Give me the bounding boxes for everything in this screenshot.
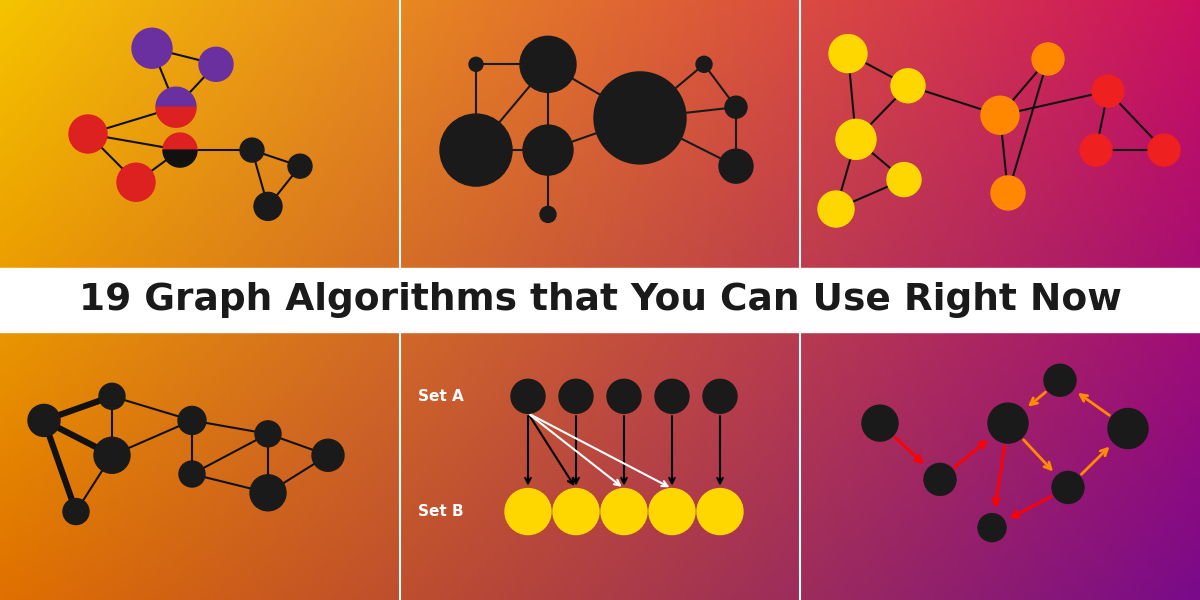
Polygon shape: [163, 133, 197, 150]
Bar: [0, 268, 1200, 332]
Circle shape: [1092, 75, 1124, 107]
Circle shape: [696, 56, 712, 73]
Polygon shape: [156, 87, 196, 107]
Circle shape: [240, 138, 264, 162]
Circle shape: [288, 154, 312, 178]
Circle shape: [559, 379, 593, 413]
Circle shape: [719, 149, 754, 183]
Polygon shape: [163, 150, 197, 167]
Circle shape: [829, 35, 866, 73]
Circle shape: [978, 514, 1006, 542]
Circle shape: [178, 406, 206, 434]
Circle shape: [703, 379, 737, 413]
Circle shape: [890, 69, 925, 103]
Circle shape: [1044, 364, 1076, 396]
Circle shape: [924, 463, 956, 496]
Circle shape: [505, 488, 551, 535]
Circle shape: [649, 488, 695, 535]
Polygon shape: [156, 107, 196, 127]
Text: 19 Graph Algorithms that You Can Use Right Now: 19 Graph Algorithms that You Can Use Rig…: [78, 282, 1122, 318]
Circle shape: [118, 163, 155, 201]
Circle shape: [655, 379, 689, 413]
Circle shape: [98, 383, 125, 409]
Text: Set B: Set B: [419, 504, 464, 519]
Circle shape: [469, 58, 482, 71]
Circle shape: [64, 499, 89, 524]
Circle shape: [862, 405, 898, 441]
Circle shape: [725, 96, 746, 118]
Circle shape: [256, 421, 281, 447]
Circle shape: [520, 37, 576, 92]
Circle shape: [1052, 472, 1084, 503]
Circle shape: [28, 404, 60, 436]
Circle shape: [199, 47, 233, 82]
Circle shape: [250, 475, 286, 511]
Text: Set A: Set A: [419, 389, 464, 404]
Circle shape: [1148, 134, 1180, 166]
Circle shape: [523, 125, 574, 175]
Circle shape: [511, 379, 545, 413]
Circle shape: [601, 488, 647, 535]
Circle shape: [1032, 43, 1064, 75]
Circle shape: [818, 191, 854, 227]
Circle shape: [594, 72, 686, 164]
Circle shape: [540, 206, 556, 223]
Circle shape: [254, 193, 282, 220]
Circle shape: [70, 115, 107, 153]
Circle shape: [607, 379, 641, 413]
Circle shape: [991, 176, 1025, 210]
Circle shape: [312, 439, 344, 471]
Circle shape: [1080, 134, 1112, 166]
Circle shape: [94, 437, 130, 473]
Circle shape: [553, 488, 599, 535]
Circle shape: [179, 461, 205, 487]
Circle shape: [697, 488, 743, 535]
Circle shape: [132, 28, 172, 68]
Circle shape: [1108, 409, 1148, 448]
Circle shape: [982, 96, 1019, 134]
Circle shape: [440, 114, 512, 186]
Circle shape: [836, 119, 876, 160]
Circle shape: [988, 403, 1028, 443]
Circle shape: [887, 163, 922, 197]
